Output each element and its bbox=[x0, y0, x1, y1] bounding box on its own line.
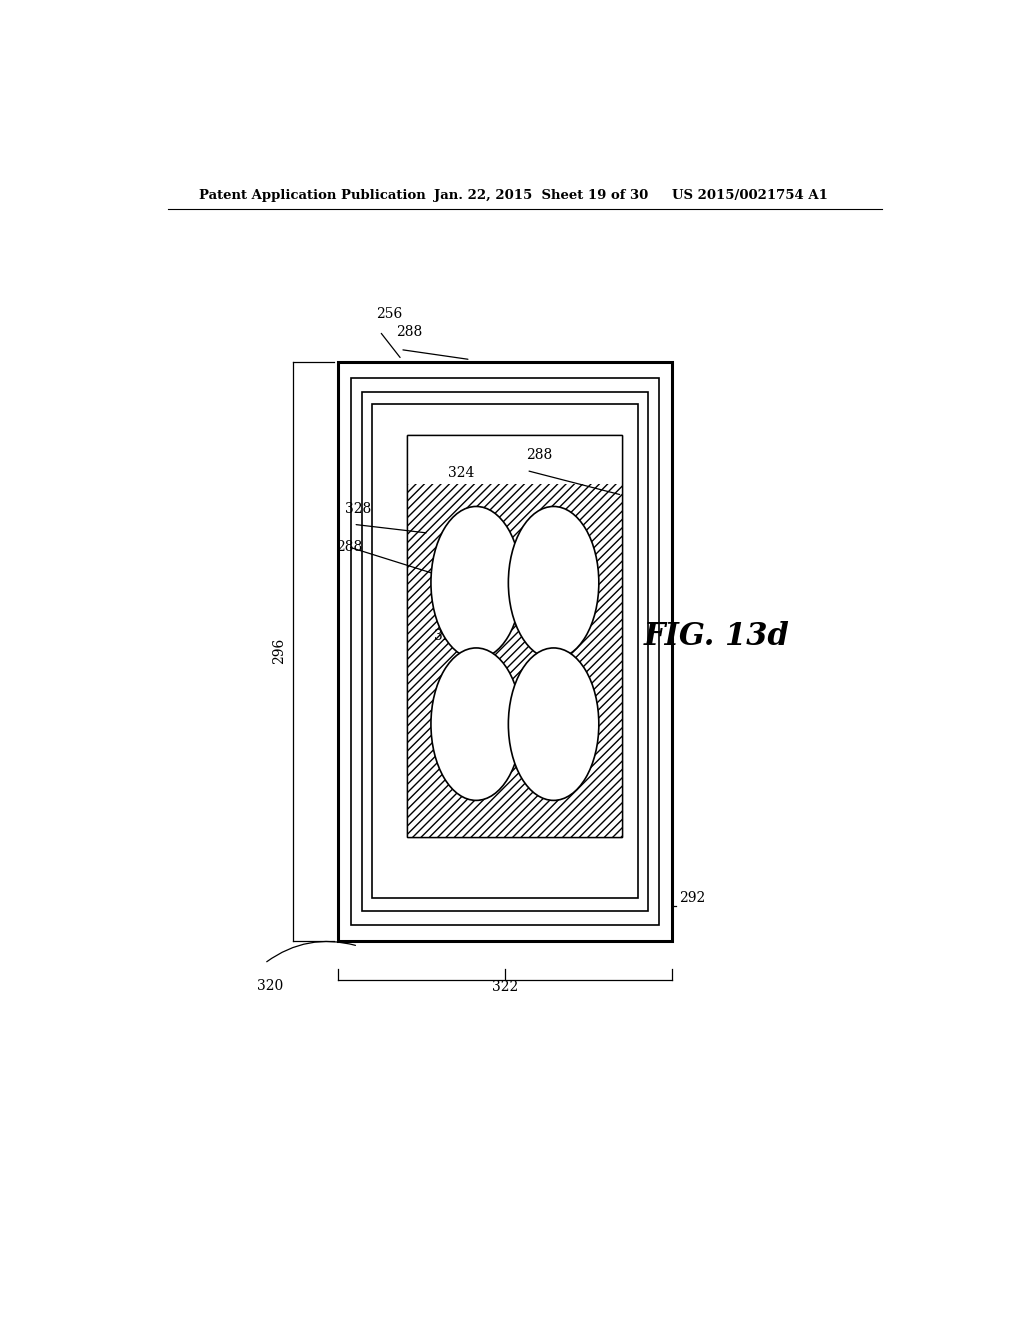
Bar bbox=[408, 434, 623, 837]
Text: Jan. 22, 2015  Sheet 19 of 30: Jan. 22, 2015 Sheet 19 of 30 bbox=[433, 189, 648, 202]
Ellipse shape bbox=[508, 507, 599, 659]
Text: 296: 296 bbox=[271, 639, 286, 664]
Ellipse shape bbox=[431, 648, 521, 800]
Text: 288: 288 bbox=[396, 325, 423, 339]
Text: 292: 292 bbox=[680, 891, 706, 906]
Bar bbox=[408, 483, 623, 837]
Text: 288: 288 bbox=[336, 540, 362, 553]
Text: 328: 328 bbox=[345, 502, 372, 516]
Text: 324: 324 bbox=[447, 466, 474, 480]
Text: 288: 288 bbox=[526, 449, 553, 462]
Ellipse shape bbox=[508, 648, 599, 800]
Bar bbox=[351, 378, 658, 925]
Text: FIG. 13d: FIG. 13d bbox=[644, 620, 790, 652]
Bar bbox=[362, 392, 648, 911]
Bar bbox=[372, 404, 638, 899]
Text: Patent Application Publication: Patent Application Publication bbox=[200, 189, 426, 202]
Bar bbox=[408, 434, 623, 837]
Bar bbox=[408, 434, 623, 483]
Text: 256: 256 bbox=[376, 308, 401, 321]
Text: 322: 322 bbox=[492, 979, 518, 994]
Text: US 2015/0021754 A1: US 2015/0021754 A1 bbox=[672, 189, 827, 202]
Text: 320: 320 bbox=[257, 978, 283, 993]
Bar bbox=[338, 362, 672, 941]
Ellipse shape bbox=[431, 507, 521, 659]
Text: 326: 326 bbox=[433, 630, 460, 643]
